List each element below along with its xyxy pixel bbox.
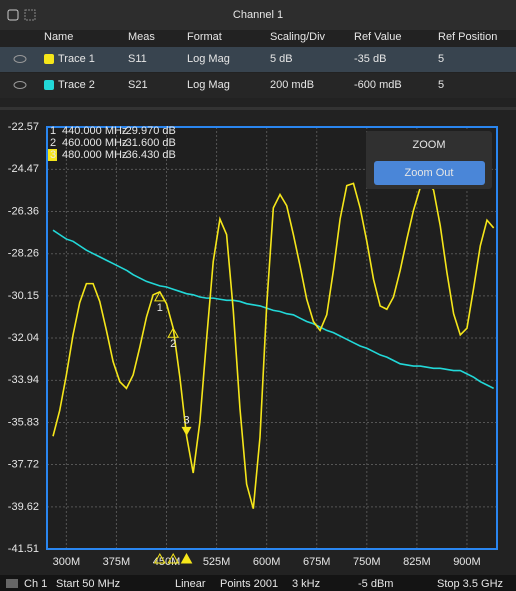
trace-line (52, 229, 495, 390)
y-tick-label: -37.72 (8, 458, 39, 470)
y-tick-label: -22.57 (8, 121, 39, 133)
status-item: Points 2001 (220, 578, 278, 590)
marker-tag: 2 (170, 338, 176, 350)
menu-icon[interactable] (7, 9, 19, 21)
visibility-icon[interactable] (13, 81, 27, 89)
x-tick-label: 900M (453, 556, 481, 568)
marker-value: -36.430 dB (122, 149, 176, 161)
column-header: Ref Value (354, 31, 402, 43)
marker (167, 327, 180, 338)
y-tick-label: -33.94 (8, 374, 39, 386)
trace-color (44, 54, 54, 64)
marker-tag: 1 (157, 302, 163, 314)
table-cell: 5 dB (270, 53, 293, 65)
y-tick-label: -35.83 (8, 416, 39, 428)
x-tick-label: 375M (103, 556, 131, 568)
column-header: Format (187, 31, 222, 43)
column-header: Name (44, 31, 73, 43)
x-tick-label: 675M (303, 556, 331, 568)
marker-frequency: 460.000 MHz (62, 137, 127, 149)
y-tick-label: -24.47 (8, 163, 39, 175)
status-item: Start 50 MHz (56, 578, 120, 590)
table-cell: Log Mag (187, 53, 230, 65)
marker-value: -29.970 dB (122, 125, 176, 137)
row-background (0, 47, 516, 72)
status-bar (0, 575, 516, 591)
trace-color (44, 80, 54, 90)
marker-frequency: 440.000 MHz (62, 125, 127, 137)
y-tick-label: -32.04 (8, 332, 39, 344)
y-tick-label: -41.51 (8, 543, 39, 555)
zoom-out-button[interactable] (374, 161, 485, 185)
table-cell: S21 (128, 79, 148, 91)
column-header: Ref Position (438, 31, 497, 43)
table-cell: 200 mdB (270, 79, 314, 91)
layout-icon[interactable] (24, 9, 36, 21)
x-tick-label: 525M (203, 556, 231, 568)
y-tick-label: -26.36 (8, 205, 39, 217)
header-title: Channel 1 (233, 9, 283, 21)
status-item: -5 dBm (358, 578, 393, 590)
x-tick-label: 300M (53, 556, 81, 568)
y-tick-label: -39.62 (8, 501, 39, 513)
status-item: Ch 1 (24, 578, 47, 590)
zoom-title: ZOOM (413, 139, 446, 151)
table-cell: -600 mdB (354, 79, 402, 91)
marker-value: -31.600 dB (122, 137, 176, 149)
axis-marker (167, 552, 180, 564)
column-header: Scaling/Div (270, 31, 326, 43)
channel-icon (6, 579, 18, 588)
marker-number: 2 (50, 137, 56, 149)
y-tick-label: -30.15 (8, 290, 39, 302)
x-tick-label: 825M (403, 556, 431, 568)
marker-tag: 3 (183, 415, 189, 427)
marker-number: 3 (50, 149, 56, 161)
plot-border (46, 126, 498, 550)
table-cell: 5 (438, 53, 444, 65)
active-marker-box (48, 149, 57, 161)
zoom-out-label[interactable]: Zoom Out (405, 167, 454, 179)
status-item: 3 kHz (292, 578, 320, 590)
x-tick-label: 750M (353, 556, 381, 568)
marker-frequency: 480.000 MHz (62, 149, 127, 161)
visibility-icon[interactable] (13, 55, 27, 63)
axis-marker (153, 552, 166, 564)
marker (153, 290, 166, 302)
y-tick-label: -28.26 (8, 248, 39, 260)
table-cell: S11 (128, 53, 147, 65)
table-cell: Log Mag (187, 79, 230, 91)
status-item: Stop 3.5 GHz (437, 578, 503, 590)
column-header: Meas (128, 31, 155, 43)
table-cell: -35 dB (354, 53, 386, 65)
x-tick-label: 450M (153, 556, 181, 568)
table-cell: Trace 1 (58, 53, 95, 65)
axis-marker (180, 552, 193, 564)
x-tick-label: 600M (253, 556, 281, 568)
zoom-panel: ZOOM Zoom Out (366, 131, 492, 189)
table-cell: 5 (438, 79, 444, 91)
status-item: Linear (175, 578, 206, 590)
row-background (0, 73, 516, 98)
header-bar (0, 0, 516, 30)
marker-number: 1 (50, 125, 56, 137)
divider (0, 107, 516, 110)
table-cell: Trace 2 (58, 79, 95, 91)
marker (181, 426, 192, 436)
